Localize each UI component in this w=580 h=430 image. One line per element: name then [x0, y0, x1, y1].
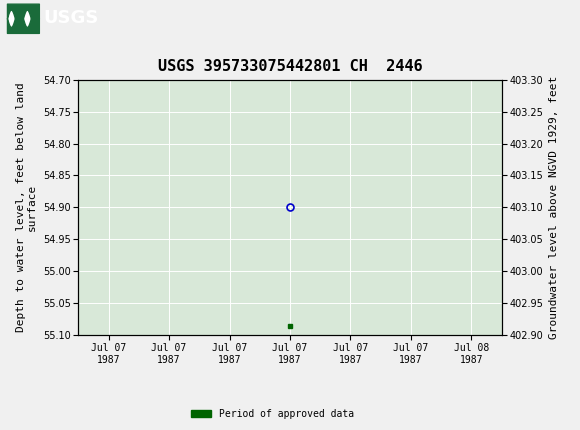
Text: USGS: USGS — [44, 9, 99, 27]
FancyBboxPatch shape — [7, 3, 39, 33]
Legend: Period of approved data: Period of approved data — [187, 405, 358, 423]
Title: USGS 395733075442801 CH  2446: USGS 395733075442801 CH 2446 — [158, 59, 422, 74]
Y-axis label: Depth to water level, feet below land
surface: Depth to water level, feet below land su… — [16, 83, 37, 332]
Y-axis label: Groundwater level above NGVD 1929, feet: Groundwater level above NGVD 1929, feet — [549, 76, 559, 339]
